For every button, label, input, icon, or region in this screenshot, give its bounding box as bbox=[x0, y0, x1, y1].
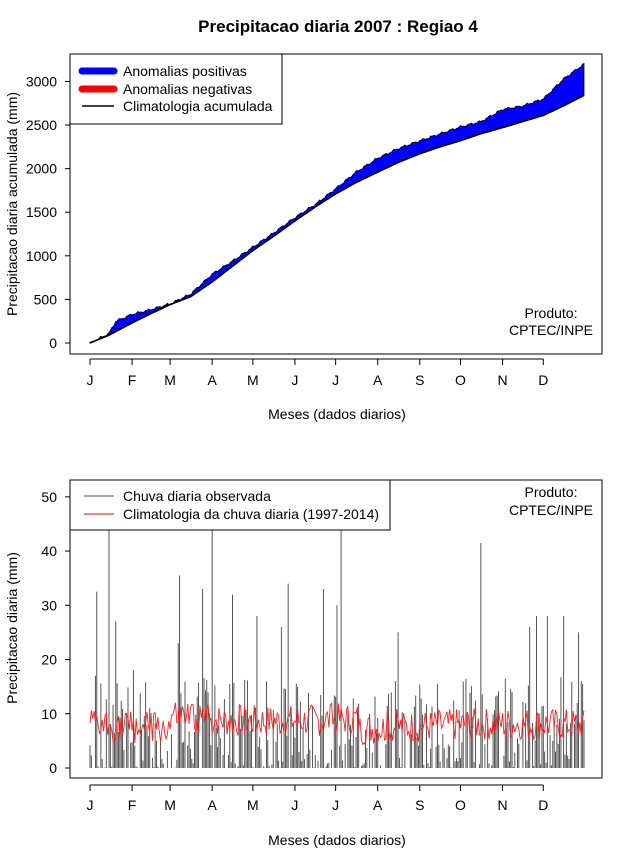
bottom-legend: Chuva diaria observada Climatologia da c… bbox=[69, 479, 391, 531]
top-credit-line2: CPTEC/INPE bbox=[509, 322, 593, 338]
top-y-axis: 0 500 1000 1500 2000 2500 3000 bbox=[26, 73, 70, 351]
chart-title: Precipitacao diaria 2007 : Regiao 4 bbox=[198, 17, 478, 36]
top-plot-frame bbox=[69, 53, 603, 355]
bottom-credit-line1: Produto: bbox=[525, 484, 578, 500]
top-x-tick-label: A bbox=[207, 372, 217, 388]
bottom-x-tick-label: A bbox=[207, 797, 217, 813]
top-y-axis-label: Precipitacao diaria acumulada (mm) bbox=[4, 92, 20, 316]
top-x-axis-label: Meses (dados diarios) bbox=[268, 406, 406, 422]
bottom-y-axis-label: Precipitacao diaria (mm) bbox=[4, 552, 20, 704]
legend-label-negative: Anomalias negativas bbox=[123, 81, 252, 97]
bottom-y-tick-label: 20 bbox=[41, 652, 57, 668]
bottom-climatology-line bbox=[89, 702, 585, 746]
top-climatology-line bbox=[89, 94, 585, 344]
bottom-y-tick-label: 50 bbox=[41, 489, 57, 505]
bottom-y-tick-label: 10 bbox=[41, 706, 57, 722]
bottom-x-tick-label: D bbox=[538, 797, 548, 813]
top-y-tick-label: 2500 bbox=[26, 117, 57, 133]
top-y-tick-label: 1500 bbox=[26, 204, 57, 220]
top-x-tick-label: F bbox=[128, 372, 137, 388]
top-legend: Anomalias positivas Anomalias negativas … bbox=[69, 53, 283, 125]
legend-label-observed: Chuva diaria observada bbox=[123, 488, 271, 504]
top-y-tick-label: 3000 bbox=[26, 73, 57, 89]
bottom-x-tick-label: J bbox=[332, 797, 339, 813]
top-x-tick-label: M bbox=[164, 372, 176, 388]
legend-label-positive: Anomalias positivas bbox=[123, 63, 247, 79]
top-x-tick-label: J bbox=[332, 372, 339, 388]
top-x-tick-label: J bbox=[291, 372, 298, 388]
bottom-y-tick-label: 30 bbox=[41, 597, 57, 613]
bottom-y-tick-label: 40 bbox=[41, 543, 57, 559]
bottom-daily-bars bbox=[89, 529, 585, 768]
legend-label-climatology: Climatologia acumulada bbox=[123, 98, 273, 114]
top-x-tick-label: A bbox=[373, 372, 383, 388]
bottom-x-tick-label: M bbox=[164, 797, 176, 813]
bottom-x-tick-label: M bbox=[247, 797, 259, 813]
bottom-credit-line2: CPTEC/INPE bbox=[509, 502, 593, 518]
top-x-tick-label: M bbox=[247, 372, 259, 388]
top-x-tick-label: N bbox=[498, 372, 508, 388]
bottom-x-tick-label: J bbox=[291, 797, 298, 813]
bottom-x-tick-label: J bbox=[87, 797, 94, 813]
bottom-x-axis-label: Meses (dados diarios) bbox=[268, 832, 406, 848]
legend-label-clim-daily: Climatologia da chuva diaria (1997-2014) bbox=[123, 506, 379, 522]
bottom-x-tick-label: O bbox=[455, 797, 466, 813]
top-y-tick-label: 500 bbox=[34, 291, 58, 307]
top-y-tick-label: 0 bbox=[49, 335, 57, 351]
top-x-tick-label: O bbox=[455, 372, 466, 388]
bottom-legend-box bbox=[69, 479, 391, 531]
top-y-tick-label: 1000 bbox=[26, 248, 57, 264]
bottom-y-axis: 0 10 20 30 40 50 bbox=[41, 489, 70, 776]
top-x-tick-label: D bbox=[538, 372, 548, 388]
top-x-tick-label: J bbox=[87, 372, 94, 388]
top-x-tick-label: S bbox=[415, 372, 424, 388]
bottom-y-tick-label: 0 bbox=[49, 760, 57, 776]
bottom-x-tick-label: F bbox=[128, 797, 137, 813]
bottom-x-tick-label: S bbox=[415, 797, 424, 813]
bottom-x-tick-label: A bbox=[373, 797, 383, 813]
top-y-tick-label: 2000 bbox=[26, 161, 57, 177]
bottom-x-tick-label: N bbox=[498, 797, 508, 813]
top-credit-line1: Produto: bbox=[525, 305, 578, 321]
